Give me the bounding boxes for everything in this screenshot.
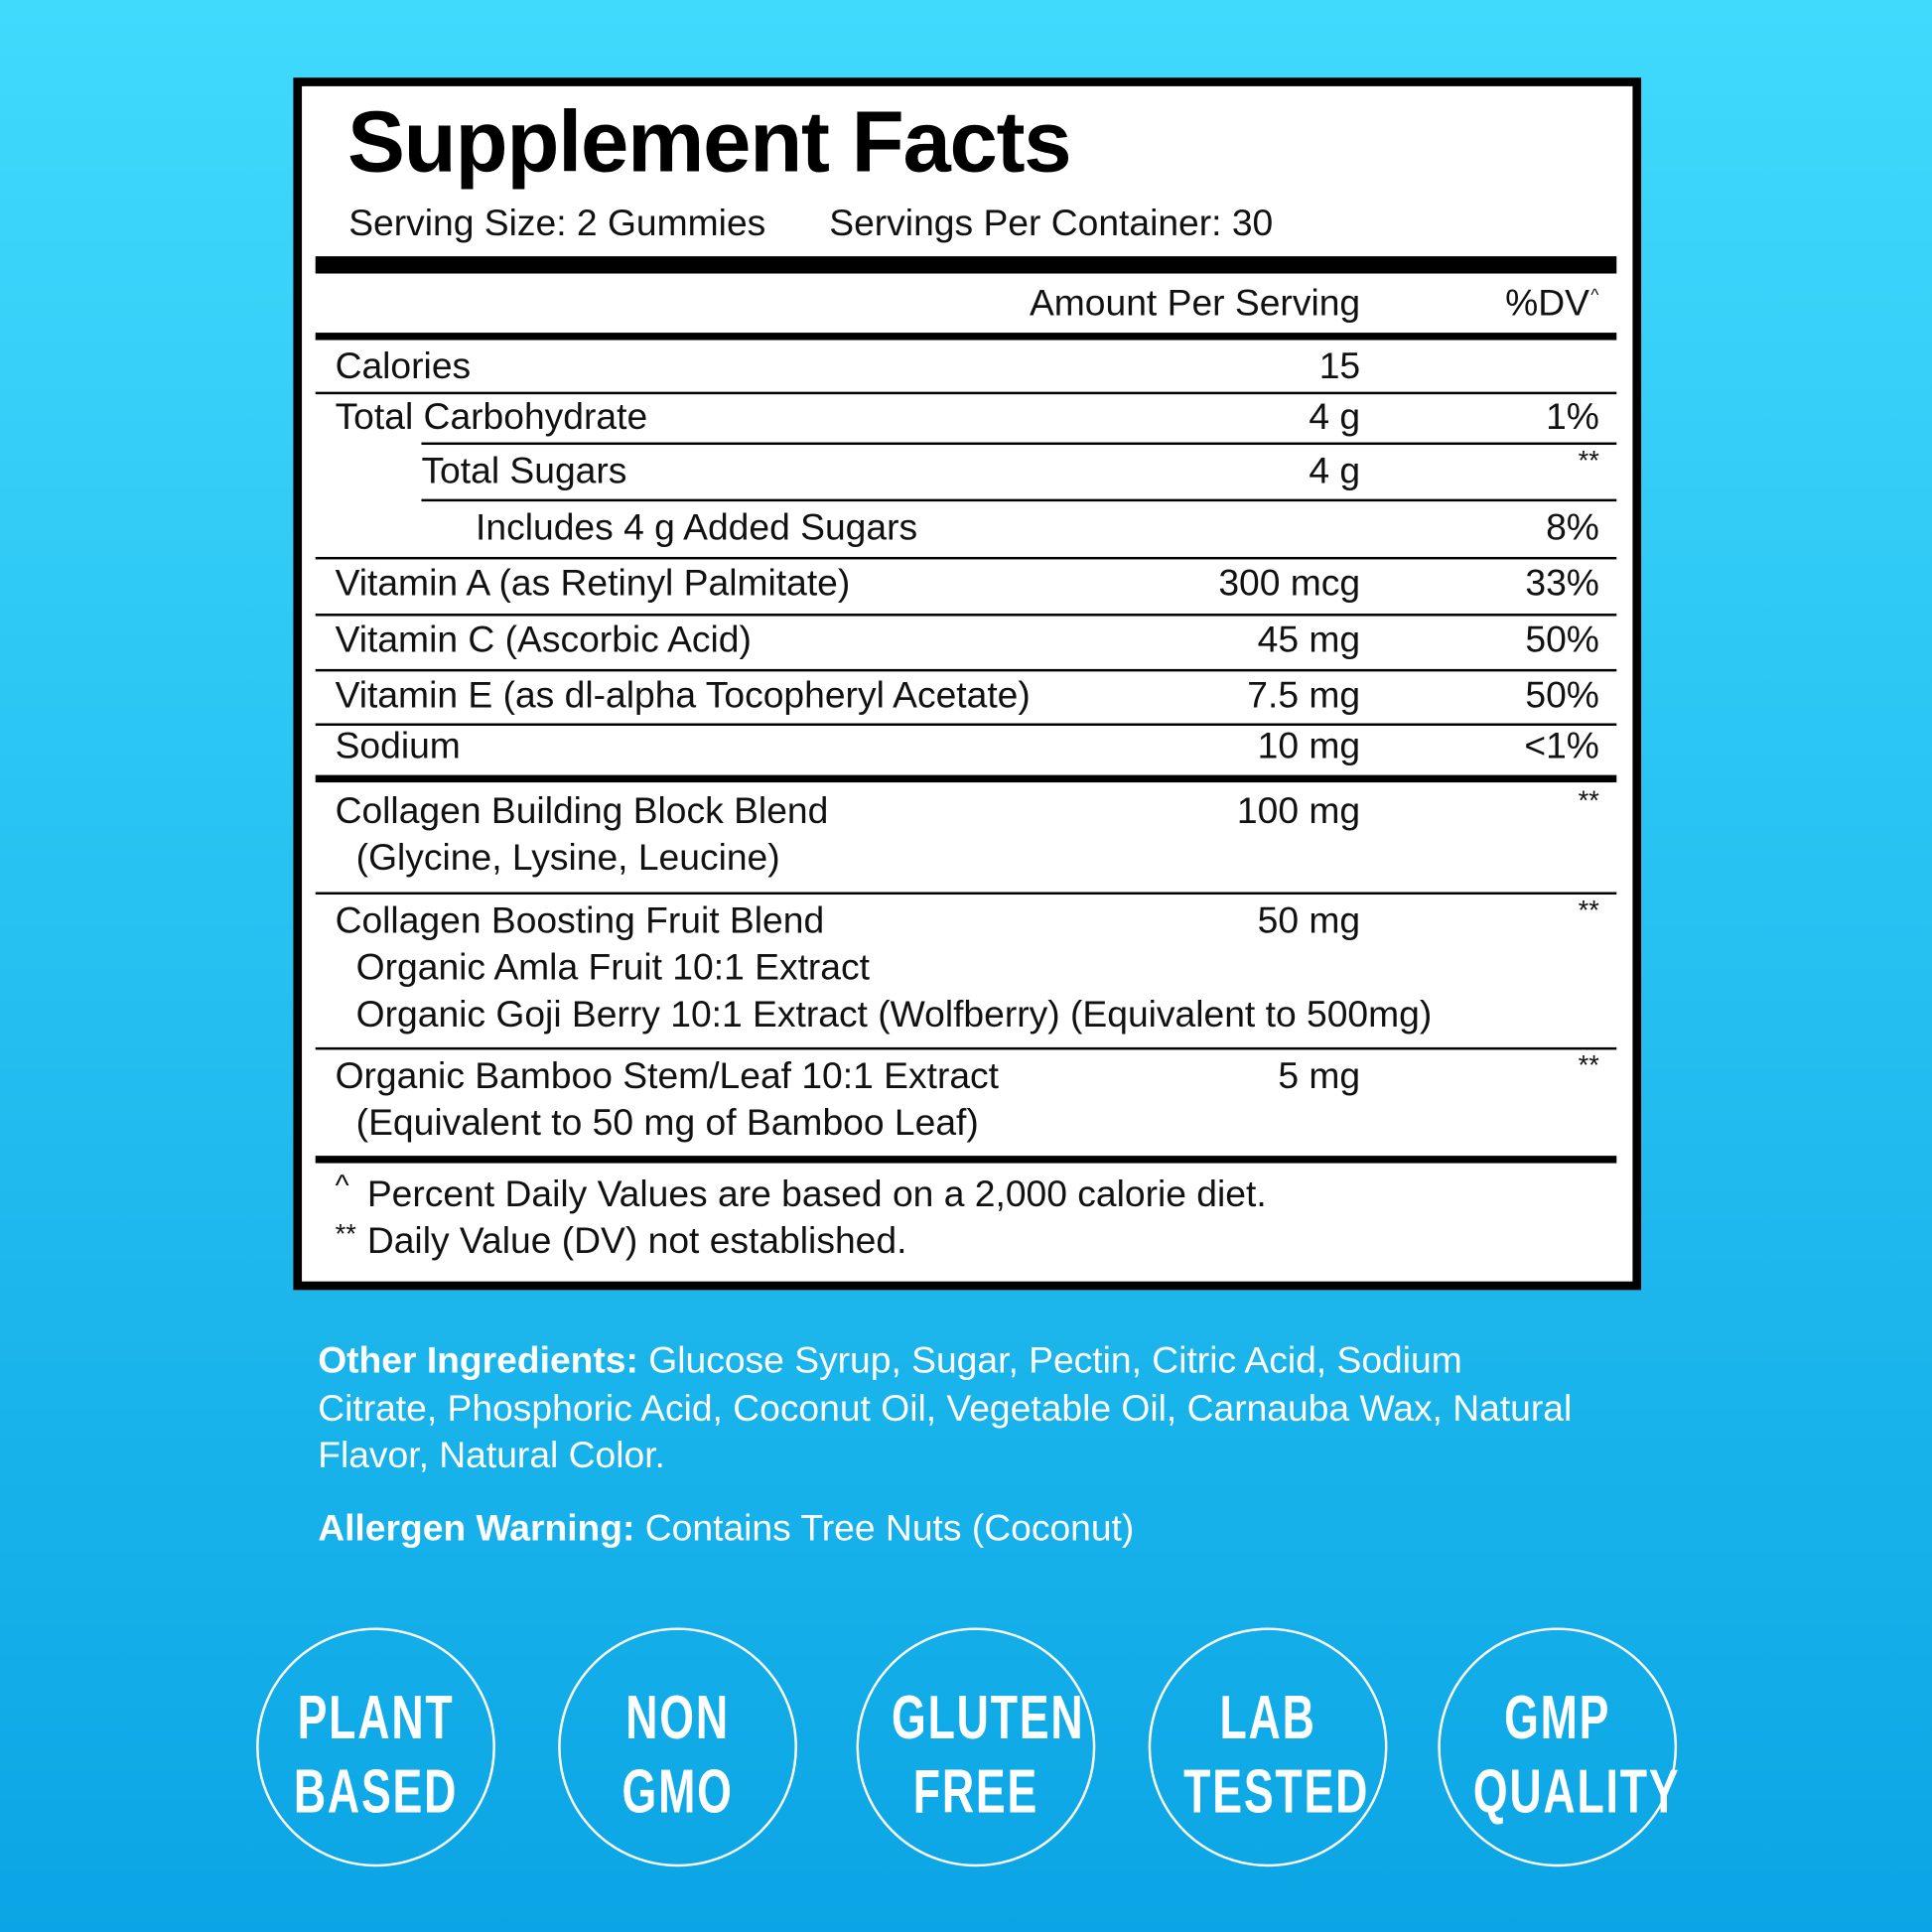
rule [421,442,1617,446]
daily-value: ** [1578,1049,1599,1081]
amount: 50 mg [1257,900,1361,942]
footnote-mark: ** [335,1218,356,1250]
nutrient-detail: Organic Goji Berry 10:1 Extract (Wolfber… [355,994,1433,1035]
nutrient-name: Includes 4 g Added Sugars [476,507,918,549]
rule [315,774,1617,783]
daily-value: 33% [1525,563,1599,605]
amount: 4 g [1309,396,1361,438]
rule [315,1156,1617,1164]
rule [315,556,1617,560]
rule [315,256,1617,274]
allergen-text: Contains Tree Nuts (Coconut) [644,1508,1135,1550]
rule [421,498,1617,502]
nutrient-name: Sodium [335,725,461,766]
nutrient-name: Calories [335,345,472,387]
badge: GLUTEN FREE [856,1627,1096,1867]
footnote-text: Daily Value (DV) not established. [366,1220,907,1262]
badge: LAB TESTED [1148,1627,1388,1867]
facts-box [293,77,1642,1291]
other-text: Glucose Syrup, Sugar, Pectin, Citric Aci… [318,1340,1573,1476]
badge-text: GMP [1504,1683,1611,1752]
amount: 15 [1318,345,1361,387]
amount-header: Amount Per Serving [1029,283,1361,325]
badge: NON GMO [558,1627,797,1867]
badge-text: GMO [621,1756,734,1827]
amount: 100 mg [1236,790,1361,832]
nutrient-name: Vitamin C (Ascorbic Acid) [335,620,752,661]
title: Supplement Facts [346,93,1072,191]
nutrient-name: Organic Bamboo Stem/Leaf 10:1 Extract [335,1055,1000,1097]
dv-mark: ^ [1590,284,1599,305]
rule [315,723,1617,726]
daily-value: <1% [1524,725,1599,766]
daily-value: ** [1578,895,1599,926]
amount: 10 mg [1257,725,1361,766]
allergen: Allergen Warning: Contains Tree Nuts (Co… [318,1506,1575,1554]
nutrient-detail: (Glycine, Lysine, Leucine) [355,837,780,879]
rule [315,668,1617,672]
daily-value: ** [1578,445,1599,477]
amount: 7.5 mg [1247,675,1361,717]
other-ingredients: Other Ingredients: Glucose Syrup, Sugar,… [318,1338,1575,1480]
other-label: Other Ingredients: [318,1340,638,1382]
rule [315,614,1617,617]
allergen-label: Allergen Warning: [318,1508,635,1550]
rule [315,1046,1617,1050]
badge-text: GLUTEN [892,1683,1085,1752]
daily-value: ** [1578,784,1599,816]
badge-text: PLANT [297,1683,455,1752]
nutrient-detail: Organic Amla Fruit 10:1 Extract [355,947,870,989]
rule [315,333,1617,341]
badge-text: TESTED [1183,1756,1370,1827]
badge-text: NON [625,1683,730,1752]
amount: 45 mg [1257,620,1361,661]
daily-value: 1% [1546,396,1599,438]
rule [315,892,1617,896]
amount: 300 mcg [1218,563,1361,605]
rule [315,391,1617,395]
serving-size: Serving Size: 2 Gummies [348,203,766,244]
amount: 4 g [1309,451,1361,492]
servings-per-container: Servings Per Container: 30 [829,203,1274,244]
nutrient-name: Collagen Building Block Blend [335,790,829,832]
nutrient-name: Total Sugars [421,451,627,492]
nutrient-name: Vitamin E (as dl-alpha Tocopheryl Acetat… [335,675,1031,717]
footnote-mark: ^ [335,1169,349,1203]
badge: GMP QUALITY [1438,1627,1681,1867]
badge-text: LAB [1219,1683,1316,1752]
amount: 5 mg [1278,1055,1361,1097]
nutrient-name: Total Carbohydrate [335,396,648,438]
daily-value: 50% [1525,675,1599,717]
nutrient-name: Vitamin A (as Retinyl Palmitate) [335,563,851,605]
badge-text: QUALITY [1472,1756,1681,1827]
daily-value: 8% [1546,507,1599,549]
footnote-text: Percent Daily Values are based on a 2,00… [366,1173,1267,1215]
nutrient-name: Collagen Boosting Fruit Blend [335,900,825,942]
dv-header: %DV [1505,283,1589,325]
badge: PLANT BASED [256,1627,495,1867]
nutrient-detail: (Equivalent to 50 mg of Bamboo Leaf) [355,1102,979,1144]
daily-value: 50% [1525,620,1599,661]
badge-text: FREE [912,1756,1039,1827]
badge-text: BASED [293,1756,459,1827]
